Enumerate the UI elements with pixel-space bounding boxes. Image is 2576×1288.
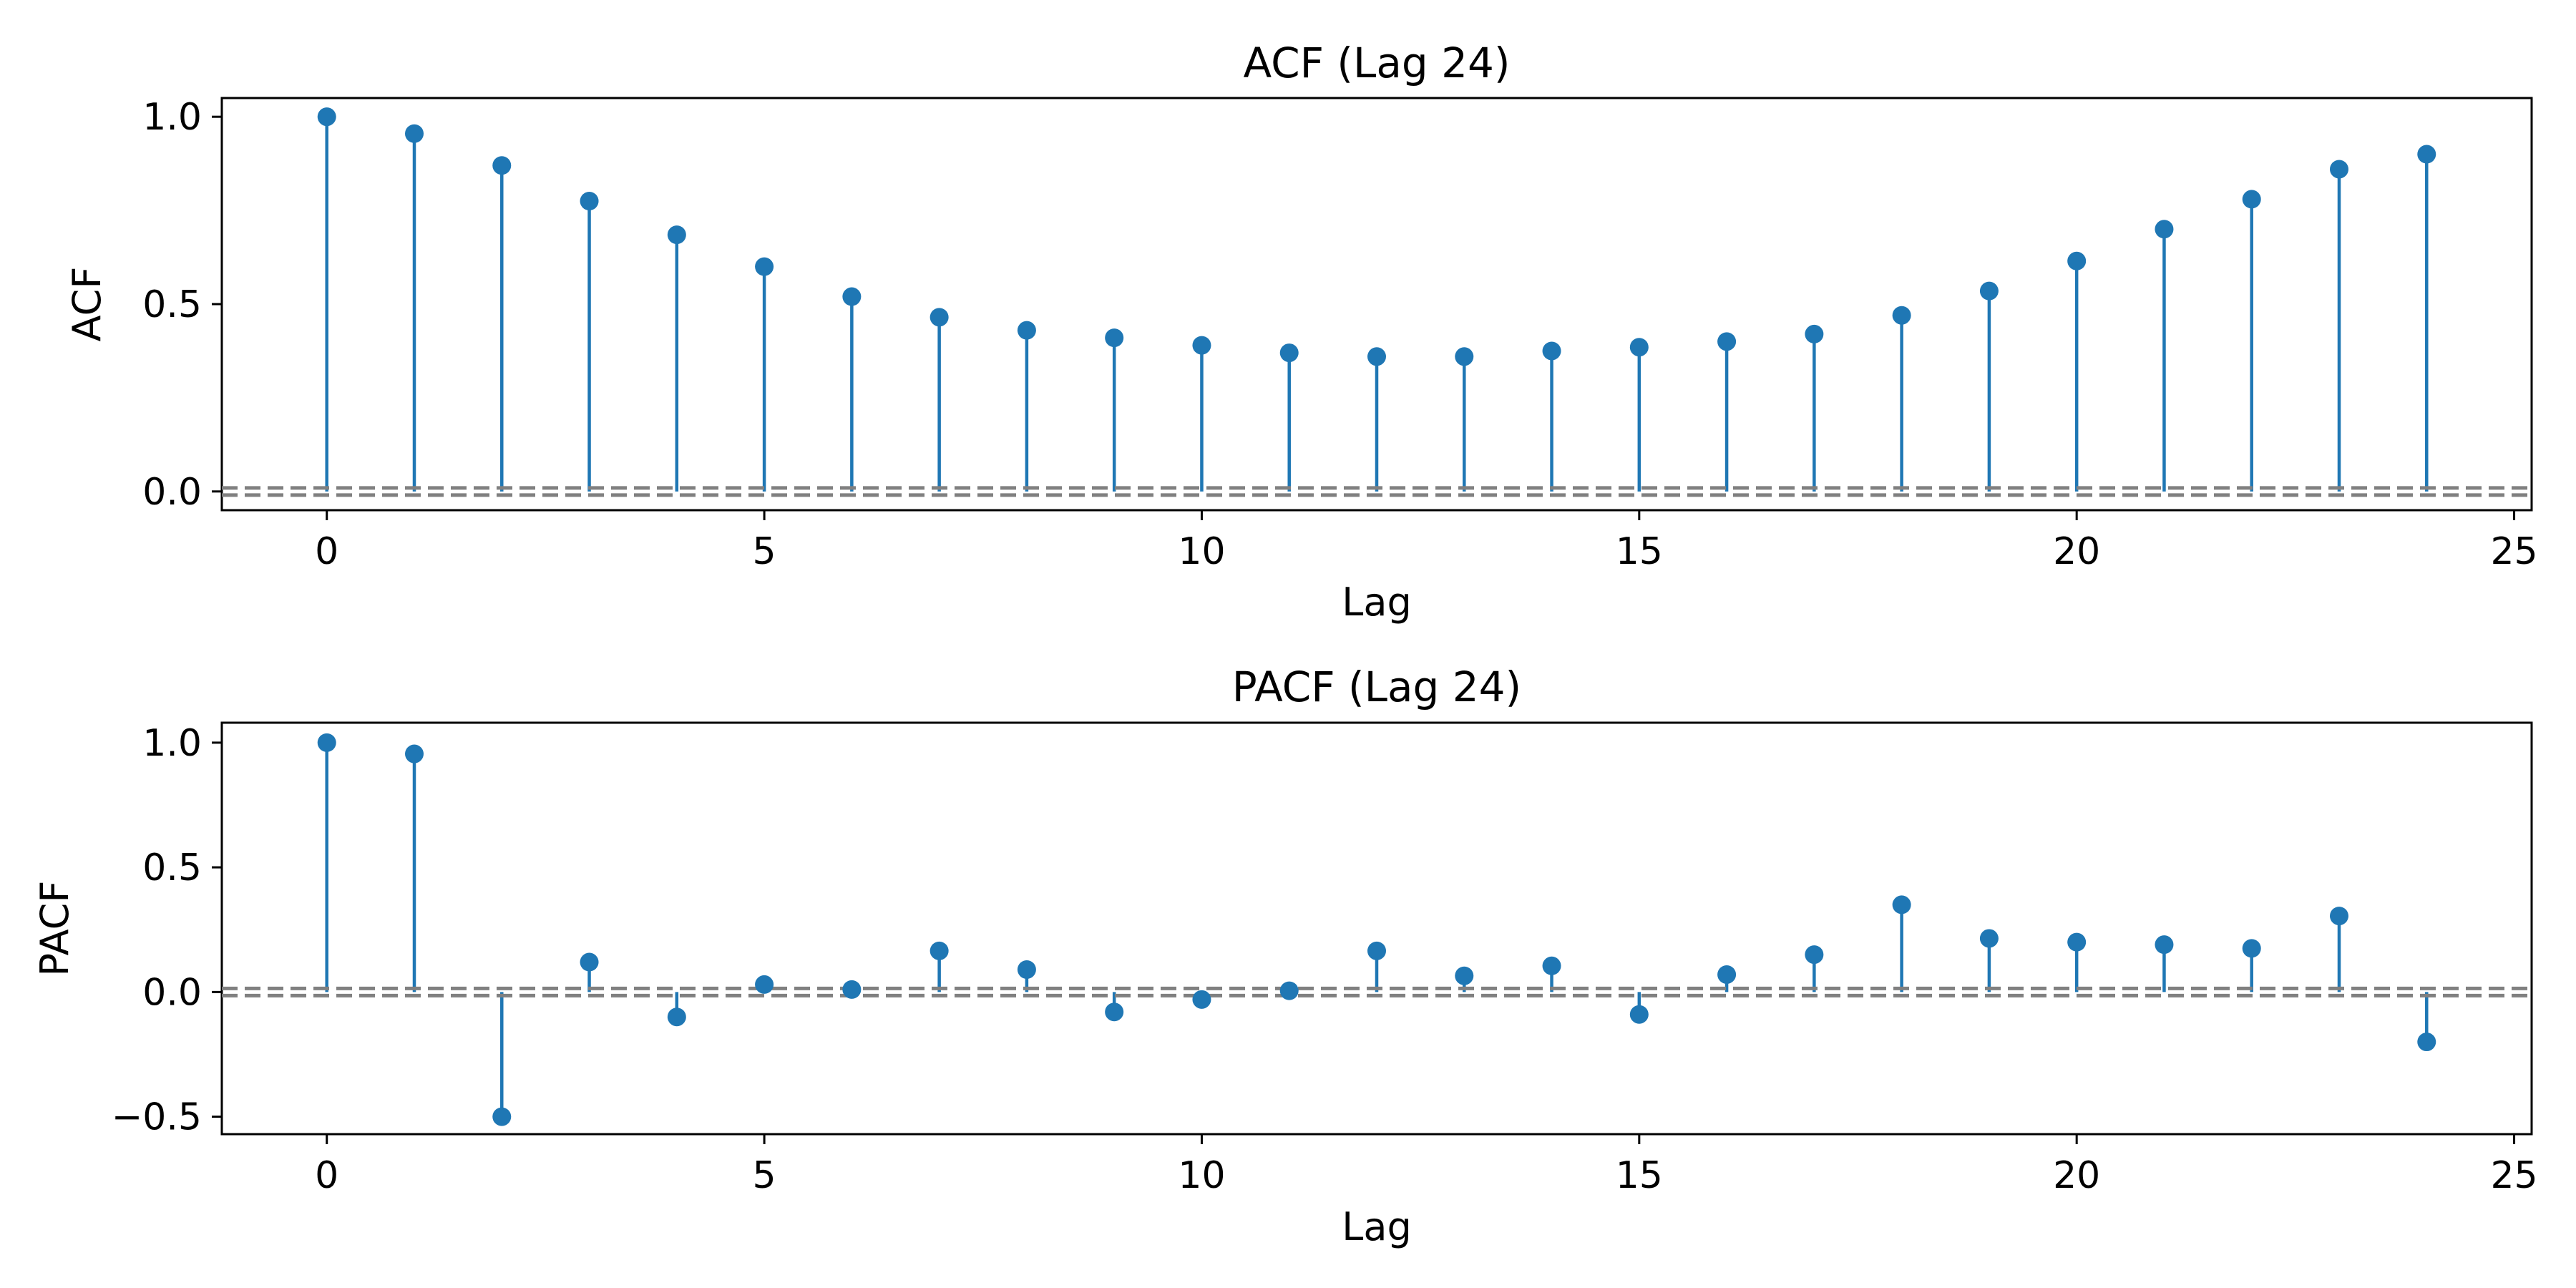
acf-panel: 0 5 10 15 20 25 0.0 0.5 1.0 ACF (Lag 24) Lag ACF [64, 39, 2538, 625]
pacf-x-tick-label: 25 [2490, 1154, 2537, 1197]
pacf-x-tick-label: 10 [1178, 1154, 1225, 1197]
pacf-plot-frame [220, 721, 2533, 1136]
acf-marker [1629, 338, 1649, 357]
pacf-x-axis-label: Lag [1342, 1204, 1411, 1249]
pacf-marker [1105, 1002, 1124, 1022]
acf-marker [580, 192, 599, 210]
acf-y-tick-label: 0.0 [142, 471, 202, 514]
pacf-marker [1455, 966, 1474, 985]
pacf-marker [930, 941, 949, 960]
acf-marker [2330, 160, 2348, 179]
pacf-x-tick-label: 15 [1616, 1154, 1663, 1197]
acf-marker [1892, 306, 1911, 325]
pacf-marker [667, 1008, 686, 1027]
acf-marker [1192, 336, 1211, 355]
acf-marker [492, 156, 512, 175]
acf-marker [1979, 281, 1999, 301]
acf-y-tick-label: 1.0 [142, 96, 202, 139]
acf-y-axis-label: ACF [64, 267, 109, 342]
pacf-marker [317, 733, 336, 752]
acf-marker [1455, 347, 1474, 366]
acf-x-tick-label: 25 [2490, 530, 2537, 573]
pacf-marker [2155, 935, 2174, 955]
pacf-marker [2417, 1033, 2436, 1052]
pacf-marker [580, 952, 599, 972]
acf-x-tick-label: 0 [315, 530, 338, 573]
acf-marker [1367, 347, 1386, 366]
pacf-x-tick-label: 5 [753, 1154, 776, 1197]
pacf-y-tick-label: −0.5 [112, 1096, 202, 1139]
pacf-y-tick-label: 0.5 [142, 847, 202, 889]
acf-marker [1542, 341, 1561, 361]
acf-title: ACF (Lag 24) [1243, 39, 1510, 87]
pacf-marker [405, 744, 424, 763]
acf-x-tick-label: 5 [753, 530, 776, 573]
pacf-marker [1979, 929, 1999, 948]
pacf-marker [1542, 956, 1561, 975]
pacf-panel: 0 5 10 15 20 25 −0.5 0.0 0.5 1.0 PACF (Lag 24) Lag P… [32, 663, 2538, 1249]
pacf-x-tick-label: 20 [2053, 1154, 2100, 1197]
pacf-marker [1629, 1005, 1649, 1024]
pacf-marker [1279, 981, 1299, 1000]
pacf-y-tick-label: 0.0 [142, 971, 202, 1014]
acf-marker [317, 107, 336, 127]
acf-x-tick-label: 15 [1616, 530, 1663, 573]
pacf-marker [842, 980, 862, 999]
acf-x-axis-label: Lag [1342, 580, 1411, 625]
pacf-marker [1367, 941, 1386, 960]
acf-marker [2067, 251, 2087, 270]
pacf-marker [1892, 895, 1911, 914]
acf-marker [2155, 220, 2174, 239]
pacf-y-tick-label: 1.0 [142, 722, 202, 765]
acf-marker [667, 225, 686, 245]
pacf-title: PACF (Lag 24) [1232, 663, 1521, 711]
pacf-y-axis-label: PACF [32, 881, 77, 977]
acf-marker [2242, 190, 2261, 209]
acf-marker [405, 124, 424, 143]
acf-marker [930, 308, 949, 327]
acf-marker [1017, 321, 1036, 340]
acf-x-tick-label: 10 [1178, 530, 1225, 573]
pacf-marker [2067, 932, 2087, 952]
acf-x-tick-label: 20 [2053, 530, 2100, 573]
acf-marker [1805, 324, 1824, 343]
pacf-marker [1805, 945, 1824, 965]
acf-marker [2417, 145, 2436, 164]
pacf-marker [1017, 960, 1036, 979]
pacf-marker [755, 975, 774, 994]
pacf-x-tick-label: 0 [315, 1154, 338, 1197]
pacf-marker [1192, 990, 1211, 1009]
acf-marker [1717, 332, 1737, 351]
pacf-marker [2242, 939, 2261, 958]
pacf-marker [1717, 965, 1737, 984]
pacf-marker [492, 1107, 512, 1126]
acf-marker [842, 287, 862, 306]
acf-marker [1105, 328, 1124, 348]
pacf-marker [2330, 907, 2348, 926]
acf-marker [1279, 343, 1299, 363]
acf-marker [755, 257, 774, 276]
acf-y-tick-label: 0.5 [142, 283, 202, 326]
